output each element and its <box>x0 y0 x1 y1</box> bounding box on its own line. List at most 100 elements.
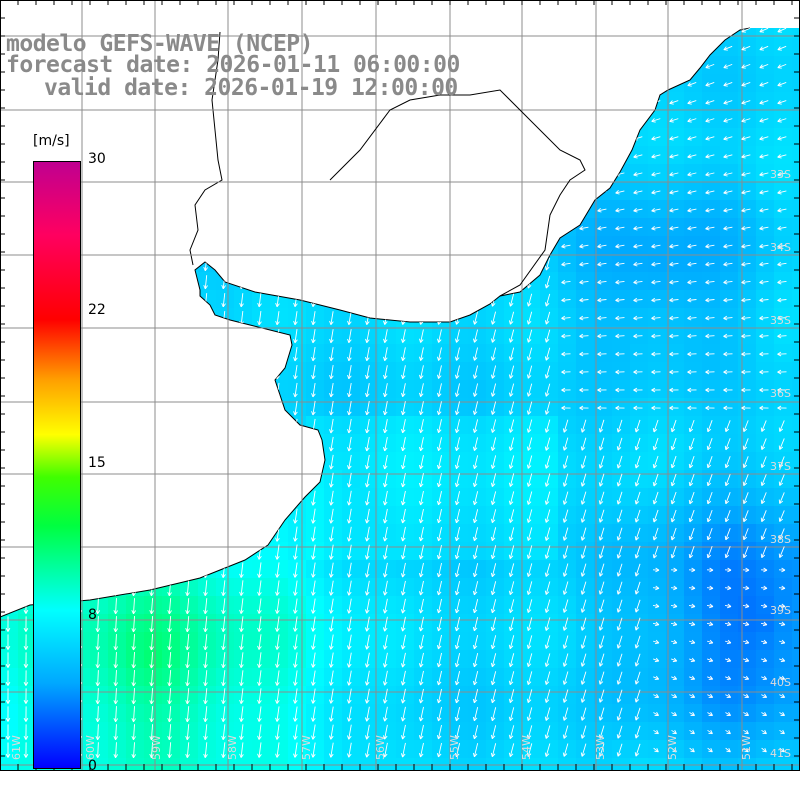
wind-arrow <box>617 419 623 433</box>
wind-arrow <box>509 491 515 505</box>
wind-arrow <box>563 707 569 721</box>
wind-arrow <box>473 635 479 649</box>
wind-arrow <box>761 474 767 486</box>
wind-arrow <box>705 172 715 176</box>
wind-arrow <box>741 299 751 301</box>
wind-arrow <box>545 473 551 487</box>
wind-arrow <box>777 136 787 140</box>
wind-arrow <box>579 299 589 301</box>
wind-arrow <box>651 136 661 140</box>
wind-arrow <box>348 580 352 596</box>
wind-arrow <box>689 473 695 487</box>
wind-arrow <box>545 545 551 559</box>
wind-arrow <box>312 329 316 343</box>
wind-arrow <box>294 634 298 650</box>
wind-arrow <box>133 742 135 758</box>
wind-arrow <box>186 688 190 704</box>
wind-arrow <box>651 262 661 266</box>
wind-arrow <box>743 492 749 504</box>
wind-arrow <box>597 299 607 301</box>
lon-label-61W: 61W <box>10 735 23 760</box>
wind-arrow <box>168 724 172 740</box>
wind-arrow <box>402 724 406 740</box>
wind-arrow <box>186 580 190 596</box>
wind-arrow <box>563 599 569 613</box>
wind-arrow <box>777 82 787 86</box>
wind-arrow <box>707 509 713 523</box>
wind-arrow <box>366 329 370 343</box>
wind-arrow <box>599 437 605 451</box>
wind-arrow <box>705 262 715 266</box>
wind-arrow <box>742 622 750 626</box>
wind-arrow <box>258 688 262 704</box>
lon-label-57W: 57W <box>300 735 313 760</box>
wind-arrow <box>438 419 442 433</box>
wind-arrow <box>687 208 697 212</box>
wind-arrow <box>743 712 749 716</box>
wind-arrow <box>97 652 99 668</box>
wind-arrow <box>633 190 643 194</box>
wind-arrow <box>599 671 605 685</box>
wind-arrow <box>348 724 352 740</box>
wind-arrow <box>420 670 424 686</box>
wind-arrow <box>653 747 659 753</box>
wind-arrow <box>743 546 749 558</box>
wind-arrow <box>222 634 226 650</box>
wind-arrow <box>545 491 551 505</box>
wind-arrow <box>473 617 479 631</box>
wind-arrow <box>420 508 424 524</box>
wind-arrow <box>545 635 551 649</box>
wind-arrow <box>687 317 697 319</box>
wind-arrow <box>779 528 785 540</box>
wind-arrow <box>615 335 625 337</box>
wind-arrow <box>384 508 388 524</box>
wind-arrow <box>707 747 713 753</box>
wind-arrow <box>222 580 226 596</box>
wind-arrow <box>509 365 515 379</box>
wind-arrow <box>725 528 731 540</box>
wind-arrow <box>687 262 697 266</box>
wind-arrow <box>509 725 515 739</box>
wind-arrow <box>706 605 714 607</box>
wind-arrow <box>651 172 661 176</box>
wind-arrow <box>545 509 551 523</box>
wind-arrow <box>759 136 769 140</box>
wind-arrow <box>473 383 479 397</box>
wind-arrow <box>581 455 587 469</box>
wind-arrow <box>384 383 388 397</box>
wind-arrow <box>563 491 569 505</box>
wind-arrow <box>527 509 533 523</box>
wind-arrow <box>402 401 406 415</box>
longitude-labels: 61W 60W 59W 58W 57W 56W 55W 54W 53W 52W 51W <box>10 735 753 760</box>
wind-arrow <box>276 562 280 578</box>
wind-arrow <box>777 335 787 337</box>
wind-arrow <box>473 401 479 415</box>
wind-arrow <box>759 118 769 122</box>
wind-arrow <box>420 562 424 578</box>
wind-arrow <box>741 82 751 86</box>
wind-arrow <box>276 724 280 740</box>
wind-arrow <box>545 401 551 415</box>
wind-arrow <box>652 587 660 589</box>
wind-arrow <box>402 526 406 542</box>
wind-arrow <box>671 455 677 469</box>
wind-arrow <box>723 190 733 194</box>
wind-arrow <box>707 712 713 716</box>
wind-arrow <box>366 598 370 614</box>
wind-arrow <box>725 694 731 698</box>
wind-arrow <box>743 438 749 450</box>
wind-arrow <box>438 598 442 614</box>
wind-arrow <box>545 599 551 613</box>
wind-arrow <box>330 311 334 325</box>
wind-arrow <box>509 689 515 703</box>
wind-arrow <box>456 329 460 343</box>
wind-arrow <box>258 562 262 578</box>
wind-arrow <box>759 280 769 284</box>
wind-arrow <box>330 526 334 542</box>
wind-arrow <box>384 490 388 506</box>
wind-arrow <box>348 706 352 722</box>
lon-label-53W: 53W <box>594 735 607 760</box>
wind-arrow <box>276 598 280 614</box>
wind-arrow <box>491 563 497 577</box>
